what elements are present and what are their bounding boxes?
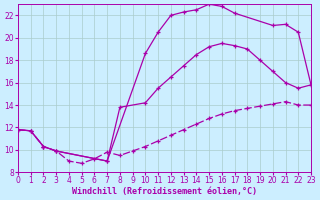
X-axis label: Windchill (Refroidissement éolien,°C): Windchill (Refroidissement éolien,°C) [72,187,257,196]
